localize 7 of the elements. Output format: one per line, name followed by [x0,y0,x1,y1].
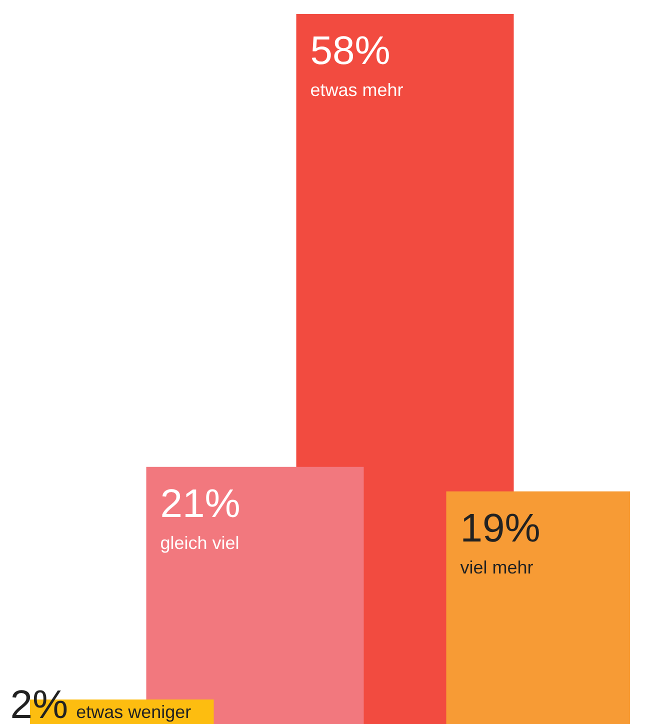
data-label: 58% [310,29,390,73]
x-tick-label: viel mehr [460,557,534,578]
data-label: 21% [160,482,240,526]
x-tick-label: etwas weniger [76,702,192,722]
data-label: 19% [460,506,540,550]
x-tick-label: gleich viel [160,532,240,553]
x-tick-label: etwas mehr [310,80,404,100]
